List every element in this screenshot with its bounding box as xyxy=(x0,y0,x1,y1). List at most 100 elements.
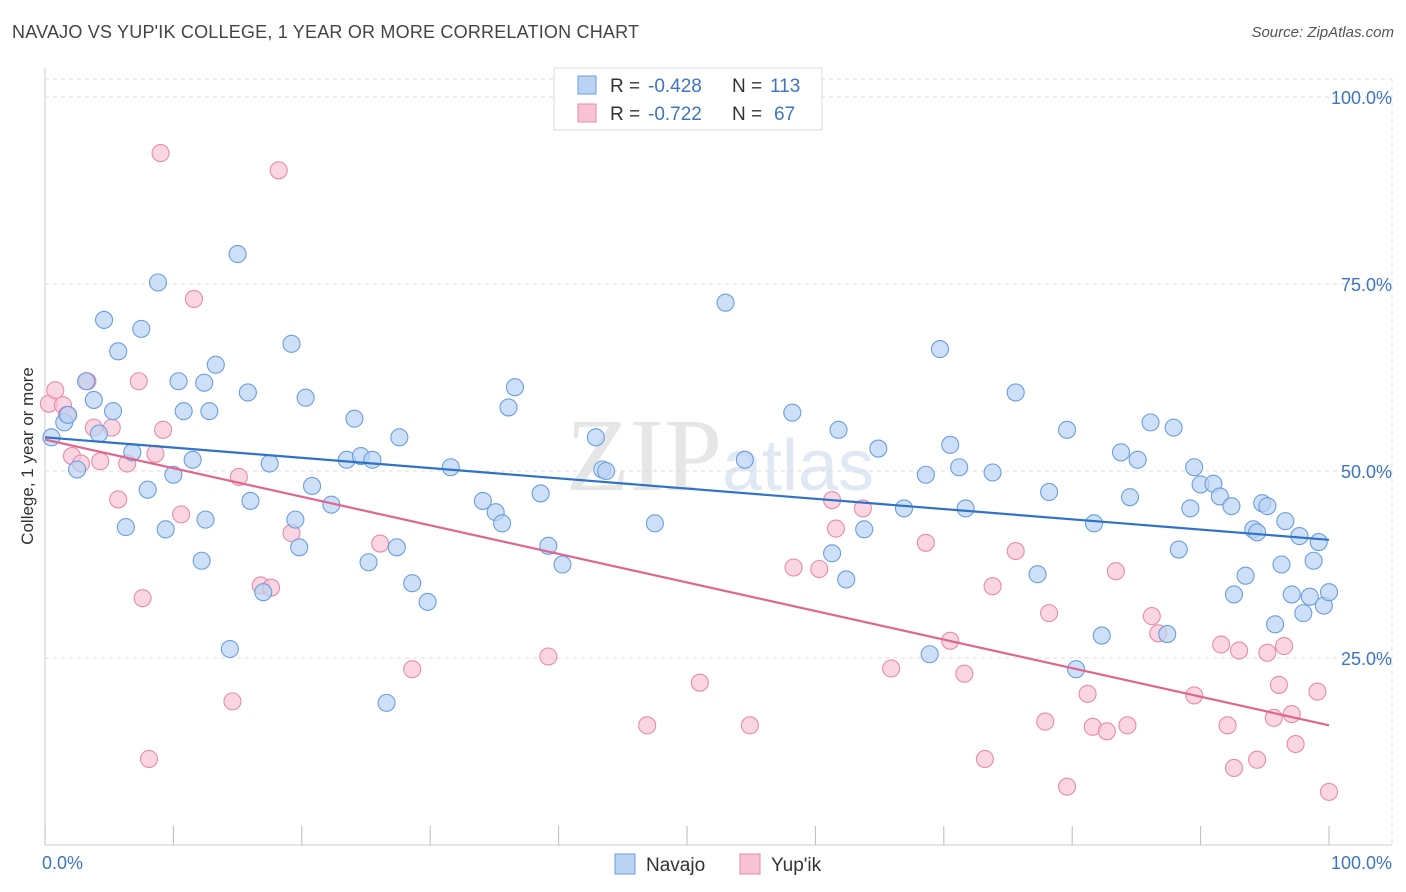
yupik-point xyxy=(223,692,242,711)
navajo-point xyxy=(296,388,315,407)
navajo-point xyxy=(586,428,605,447)
navajo-point xyxy=(59,405,78,424)
navajo-point xyxy=(84,390,103,409)
yupik-point xyxy=(1118,716,1137,735)
navajo-point xyxy=(869,439,888,458)
navajo-point xyxy=(823,544,842,563)
navajo-point xyxy=(68,460,87,479)
yupik-point xyxy=(184,289,203,309)
yupik-point xyxy=(1319,782,1339,801)
navajo-point xyxy=(441,458,460,477)
navajo-point xyxy=(1258,497,1277,516)
bottom-legend: Navajo Yup'ik xyxy=(614,853,822,876)
navajo-point xyxy=(183,450,202,469)
yupik-point xyxy=(826,519,845,538)
y-tick-label: 25.0% xyxy=(1341,649,1392,669)
navajo-point xyxy=(930,340,949,359)
legend-swatch-yupik xyxy=(577,103,597,123)
yupik-point xyxy=(916,533,935,552)
navajo-point xyxy=(286,510,305,529)
navajo-point xyxy=(499,398,518,417)
navajo-point xyxy=(716,293,735,312)
navajo-point xyxy=(156,520,175,539)
yupik-point xyxy=(983,577,1002,596)
yupik-point xyxy=(1078,684,1097,703)
legend-r-value-1: -0.428 xyxy=(648,76,702,97)
yupik-point xyxy=(1040,604,1059,623)
x-tick-label: 0.0% xyxy=(42,853,83,873)
navajo-point xyxy=(228,245,247,264)
navajo-point xyxy=(837,570,856,589)
navajo-point xyxy=(1111,443,1131,462)
navajo-point xyxy=(1128,450,1147,469)
navajo-point xyxy=(894,499,914,518)
navajo-point xyxy=(1058,420,1077,439)
yupik-point xyxy=(1230,641,1249,660)
yupik-point xyxy=(269,161,288,180)
legend-r-label-1: R = xyxy=(610,76,640,97)
yupik-point xyxy=(1275,636,1294,656)
yupik-point xyxy=(1248,750,1267,769)
navajo-point xyxy=(359,553,378,572)
chart-source: Source: ZipAtlas.com xyxy=(1251,24,1394,41)
navajo-point xyxy=(1006,383,1025,402)
legend-r-label-2: R = xyxy=(610,104,640,125)
navajo-point xyxy=(1164,418,1183,437)
navajo-point xyxy=(95,310,114,329)
navajo-point xyxy=(363,450,382,469)
navajo-point xyxy=(829,420,848,439)
trend-lines xyxy=(44,436,1330,727)
navajo-point xyxy=(345,409,364,428)
yupik-point xyxy=(810,559,829,579)
navajo-point xyxy=(1266,615,1285,634)
legend-swatch-navajo xyxy=(577,75,597,95)
yupik-point xyxy=(853,499,872,518)
yupik-point xyxy=(975,749,994,769)
navajo-point xyxy=(387,538,406,557)
navajo-point xyxy=(1236,566,1255,585)
navajo-point xyxy=(206,355,225,374)
yupik-point xyxy=(129,372,148,391)
navajo-point xyxy=(1248,523,1267,542)
legend-n-label-1: N = xyxy=(732,76,762,97)
navajo-point xyxy=(531,484,550,503)
legend-n-value-1: 113 xyxy=(770,76,800,97)
navajo-point xyxy=(956,499,975,518)
navajo-point xyxy=(1185,458,1204,477)
yupik-point xyxy=(740,716,759,735)
yupik-point xyxy=(1006,541,1025,561)
yupik-point xyxy=(539,647,558,666)
chart-title: NAVAJO VS YUP'IK COLLEGE, 1 YEAR OR MORE… xyxy=(12,22,640,42)
yupik-point xyxy=(1097,722,1116,741)
navajo-point xyxy=(104,402,123,421)
legend-n-label-2: N = xyxy=(732,104,762,125)
navajo-point xyxy=(783,403,802,422)
navajo-point xyxy=(645,514,664,533)
navajo-point xyxy=(1222,497,1241,516)
navajo-point xyxy=(916,465,935,484)
navajo-point xyxy=(1304,551,1323,570)
navajo-point xyxy=(418,592,437,611)
bottom-legend-swatch-navajo xyxy=(614,853,636,875)
navajo-point xyxy=(1309,533,1328,552)
yupik-trend-line xyxy=(44,438,1330,727)
navajo-point xyxy=(164,465,183,484)
yupik-point xyxy=(151,144,170,163)
tick-labels: 25.0% 50.0% 75.0% 100.0% 0.0% 100.0% xyxy=(42,88,1392,873)
navajo-point xyxy=(1084,514,1104,533)
yupik-point xyxy=(139,749,159,769)
yupik-point xyxy=(109,490,128,509)
navajo-point xyxy=(941,435,960,454)
yupik-point xyxy=(690,673,709,692)
yupik-point xyxy=(1058,777,1077,796)
legend-r-value-2: -0.722 xyxy=(648,104,702,125)
y-tick-label: 50.0% xyxy=(1341,462,1392,482)
yupik-point xyxy=(638,716,657,735)
navajo-point xyxy=(290,538,309,557)
navajo-point xyxy=(148,273,168,292)
navajo-point xyxy=(174,402,193,421)
navajo-point xyxy=(196,510,215,529)
yupik-point xyxy=(955,664,974,683)
yupik-point xyxy=(1269,675,1288,694)
